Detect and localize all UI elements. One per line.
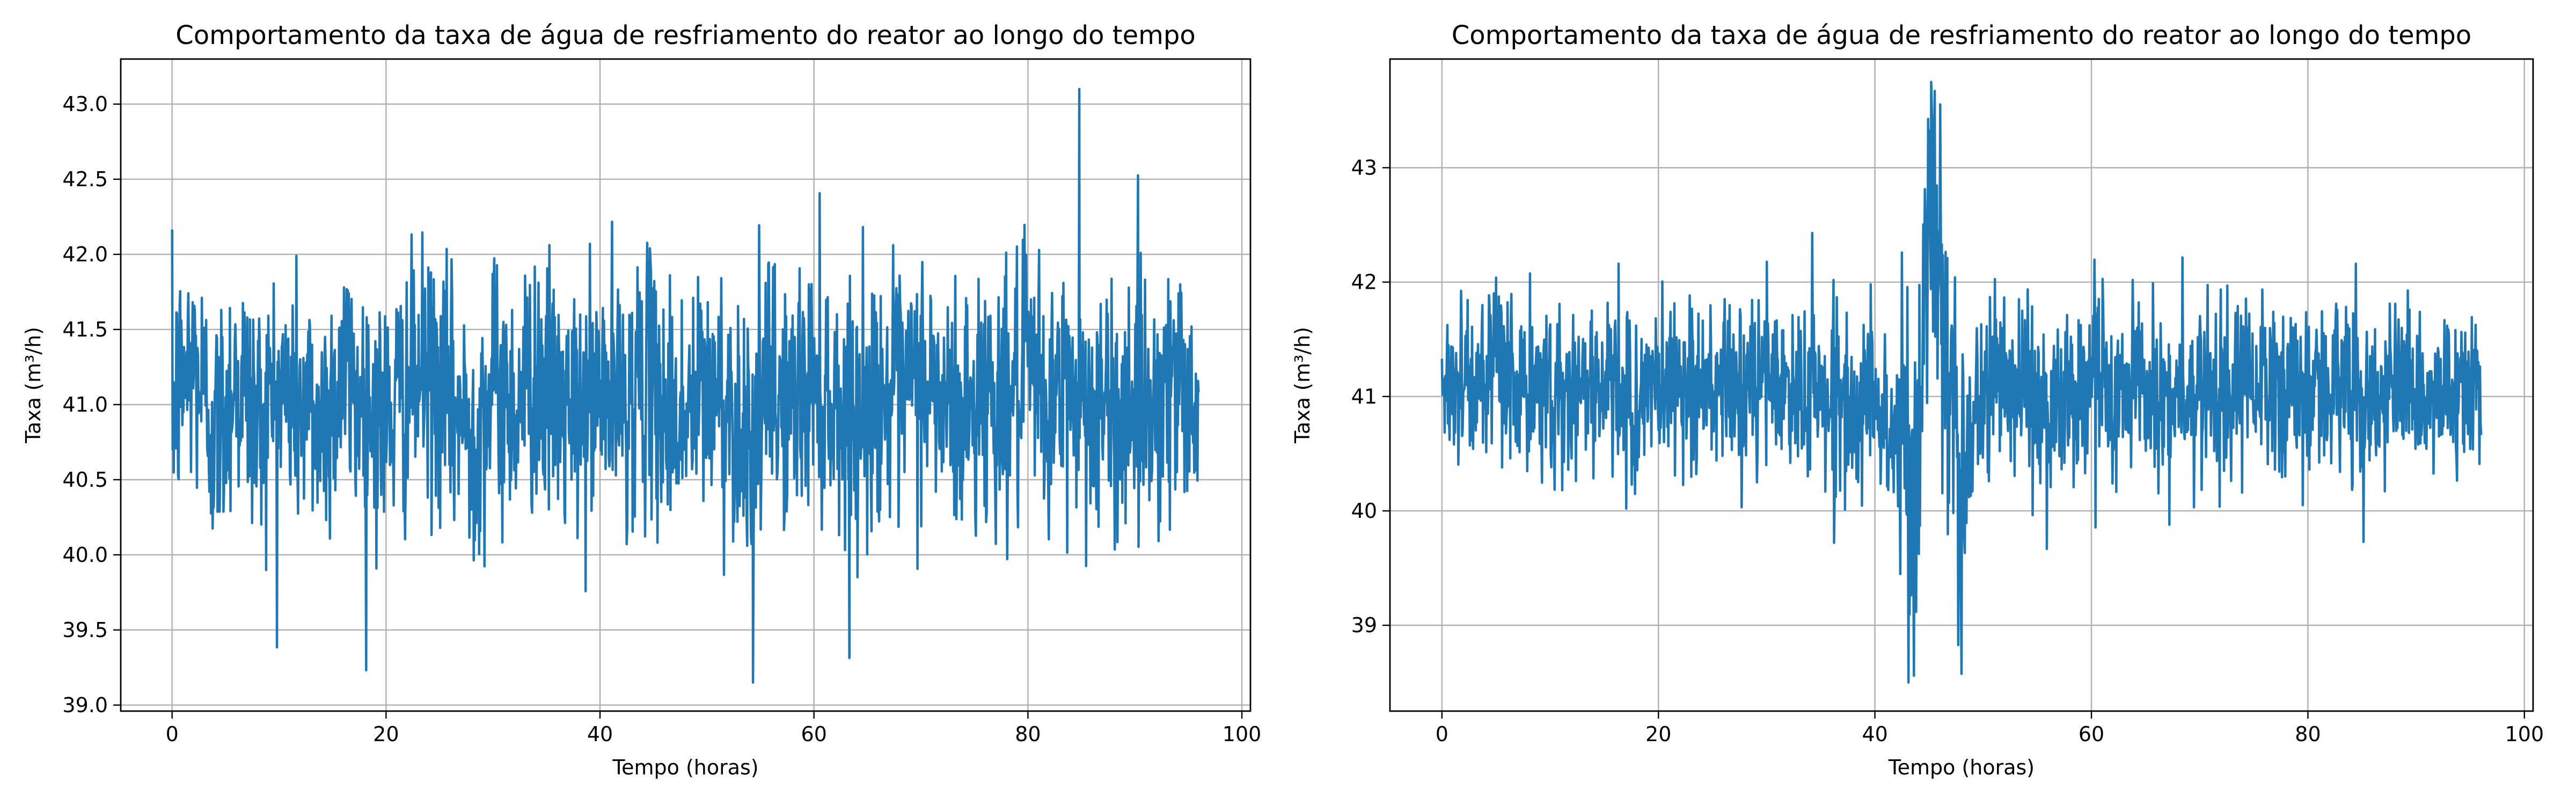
left-x-tick-label: 40 — [587, 722, 613, 746]
right-x-tick-label: 100 — [2505, 722, 2544, 746]
left-y-axis-label: Taxa (m³/h) — [21, 327, 45, 444]
left-y-tick-label: 42.0 — [62, 243, 108, 266]
left-y-tick-label: 41.5 — [62, 318, 108, 341]
left-axes-frame — [120, 58, 1252, 712]
left-y-tick-label: 40.5 — [62, 468, 108, 492]
right-x-tick-label: 80 — [2295, 722, 2321, 746]
right-y-tick-label: 42 — [1351, 270, 1377, 294]
left-x-tick-label: 60 — [801, 722, 827, 746]
right-x-tick-label: 20 — [1645, 722, 1671, 746]
right-x-axis-label: Tempo (horas) — [1888, 756, 2035, 779]
right-y-tick-label: 39 — [1351, 613, 1377, 637]
left-x-tick-label: 20 — [373, 722, 399, 746]
right-y-tick-label: 41 — [1351, 385, 1377, 408]
left-x-tick-label: 100 — [1223, 722, 1262, 746]
right-x-tick-label: 40 — [1862, 722, 1887, 746]
left-y-tick-label: 39.5 — [62, 618, 108, 642]
left-series-line — [171, 87, 1200, 684]
right-x-tick-label: 0 — [1436, 722, 1448, 746]
left-x-axis-label: Tempo (horas) — [612, 756, 758, 779]
left-y-tick-label: 41.0 — [62, 393, 108, 416]
right-x-tick-label: 60 — [2079, 722, 2104, 746]
right-y-axis-label: Taxa (m³/h) — [1291, 327, 1314, 444]
left-y-tick-label: 40.0 — [62, 543, 108, 567]
left-chart-title: Comportamento da taxa de água de resfria… — [175, 20, 1196, 50]
left-y-tick-label: 39.0 — [62, 693, 108, 717]
right-series-line — [1440, 80, 2483, 684]
left-x-tick-label: 80 — [1015, 722, 1041, 746]
right-y-tick-label: 43 — [1351, 156, 1377, 180]
left-subplot: Comportamento da taxa de água de resfria… — [21, 20, 1261, 779]
right-chart-title: Comportamento da taxa de água de resfria… — [1452, 20, 2472, 50]
left-y-tick-label: 42.5 — [62, 167, 108, 191]
left-x-tick-label: 0 — [166, 722, 179, 746]
right-subplot: Comportamento da taxa de água de resfria… — [1291, 20, 2544, 779]
left-y-tick-label: 43.0 — [62, 92, 108, 116]
right-axes-frame — [1389, 58, 2534, 712]
right-y-tick-label: 40 — [1351, 499, 1377, 523]
